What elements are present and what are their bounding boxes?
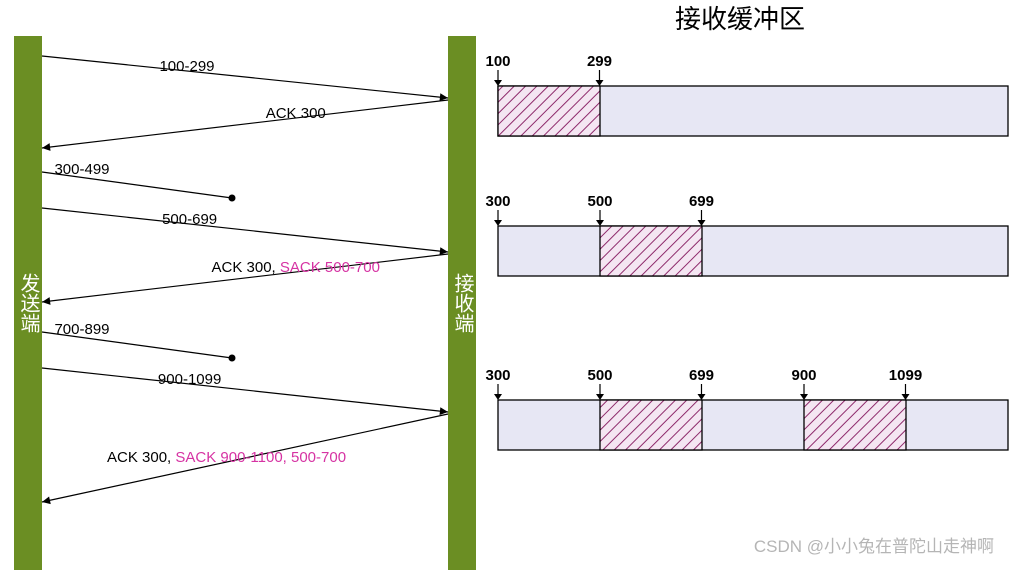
msg-1-head xyxy=(42,143,51,151)
buffer-row-2-marker-4-arrowhead xyxy=(901,394,909,400)
buffer-row-2-marker-3-arrowhead xyxy=(800,394,808,400)
receiver-bar-label: 接收端 xyxy=(451,273,474,333)
buffer-row-1-marker-2-arrowhead xyxy=(697,220,705,226)
buffer-row-2-marker-1-arrowhead xyxy=(596,394,604,400)
buffer-row-2-marker-2: 699 xyxy=(689,367,714,384)
buffer-row-1-marker-2: 699 xyxy=(689,193,714,210)
buffer-row-0-marker-0-arrowhead xyxy=(494,80,502,86)
msg-0 xyxy=(42,56,448,98)
msg-7-label: ACK 300, SACK 900-1100, 500-700 xyxy=(107,449,346,466)
buffer-row-2-seg-0 xyxy=(600,400,702,450)
buffer-row-2-marker-4: 1099 xyxy=(889,367,922,384)
buffer-row-1 xyxy=(498,226,1008,276)
buffer-row-2-marker-0: 300 xyxy=(485,367,510,384)
buffer-row-0-seg-0 xyxy=(498,86,600,136)
msg-3-label: 500-699 xyxy=(162,211,217,228)
msg-0-label: 100-299 xyxy=(159,58,214,75)
buffer-row-2 xyxy=(498,400,1008,450)
buffer-row-1-seg-0 xyxy=(600,226,702,276)
msg-2-label: 300-499 xyxy=(54,161,109,178)
sender-bar-label: 发送端 xyxy=(17,273,40,333)
msg-2-drop xyxy=(229,195,236,202)
buffer-row-2-marker-0-arrowhead xyxy=(494,394,502,400)
msg-3 xyxy=(42,208,448,252)
msg-6 xyxy=(42,368,448,412)
msg-5-drop xyxy=(229,355,236,362)
msg-6-label: 900-1099 xyxy=(158,371,221,388)
diagram-canvas: 接收缓冲区发送端 接收端 100-299 ACK 300 300-499 500-699 A… xyxy=(0,0,1024,577)
buffer-row-1-marker-1-arrowhead xyxy=(596,220,604,226)
msg-5-label: 700-899 xyxy=(54,321,109,338)
buffer-row-1-marker-0-arrowhead xyxy=(494,220,502,226)
buffer-row-2-marker-2-arrowhead xyxy=(697,394,705,400)
msg-7-head xyxy=(42,496,51,504)
msg-4-label: ACK 300, SACK 500-700 xyxy=(212,259,380,276)
buffer-row-1-marker-0: 300 xyxy=(485,193,510,210)
buffer-row-0-marker-1: 299 xyxy=(587,53,612,70)
msg-1-label: ACK 300 xyxy=(266,105,326,122)
buffer-row-2-marker-3: 900 xyxy=(791,367,816,384)
buffer-row-0-marker-0: 100 xyxy=(485,53,510,70)
buffer-title: 接收缓冲区 xyxy=(675,4,805,34)
buffer-row-0-marker-1-arrowhead xyxy=(595,80,603,86)
buffer-row-1-marker-1: 500 xyxy=(587,193,612,210)
msg-1 xyxy=(42,100,448,148)
buffer-row-2-seg-1 xyxy=(804,400,906,450)
buffer-row-2-marker-1: 500 xyxy=(587,367,612,384)
msg-4-head xyxy=(42,297,51,305)
